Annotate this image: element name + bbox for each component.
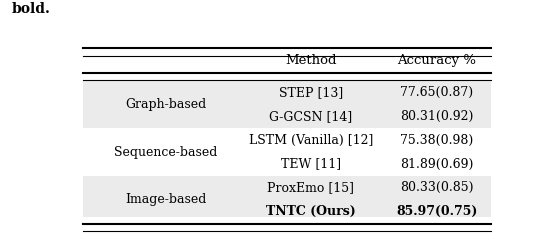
Text: 80.31(0.92): 80.31(0.92) [400,110,473,123]
Text: 80.33(0.85): 80.33(0.85) [400,181,473,194]
Bar [83,128,491,176]
Text: Method: Method [285,54,337,68]
Text: LSTM (Vanilla) [12]: LSTM (Vanilla) [12] [249,134,373,147]
Text: TNTC (Ours): TNTC (Ours) [266,205,356,218]
Text: 81.89(0.69): 81.89(0.69) [400,158,473,171]
Text: Accuracy %: Accuracy % [397,54,476,68]
Text: G-GCSN [14]: G-GCSN [14] [269,110,352,123]
Text: TEW [11]: TEW [11] [281,158,341,171]
Text: Sequence-based: Sequence-based [114,146,217,159]
Text: 75.38(0.98): 75.38(0.98) [400,134,473,147]
Bar [83,176,491,224]
Bar [83,81,491,128]
Text: bold.: bold. [11,2,50,16]
Text: Graph-based: Graph-based [125,98,206,111]
Text: ProxEmo [15]: ProxEmo [15] [267,181,354,194]
Text: 77.65(0.87): 77.65(0.87) [400,86,473,99]
Text: 85.97(0.75): 85.97(0.75) [396,205,478,218]
Text: Image-based: Image-based [125,193,206,206]
Text: STEP [13]: STEP [13] [279,86,343,99]
